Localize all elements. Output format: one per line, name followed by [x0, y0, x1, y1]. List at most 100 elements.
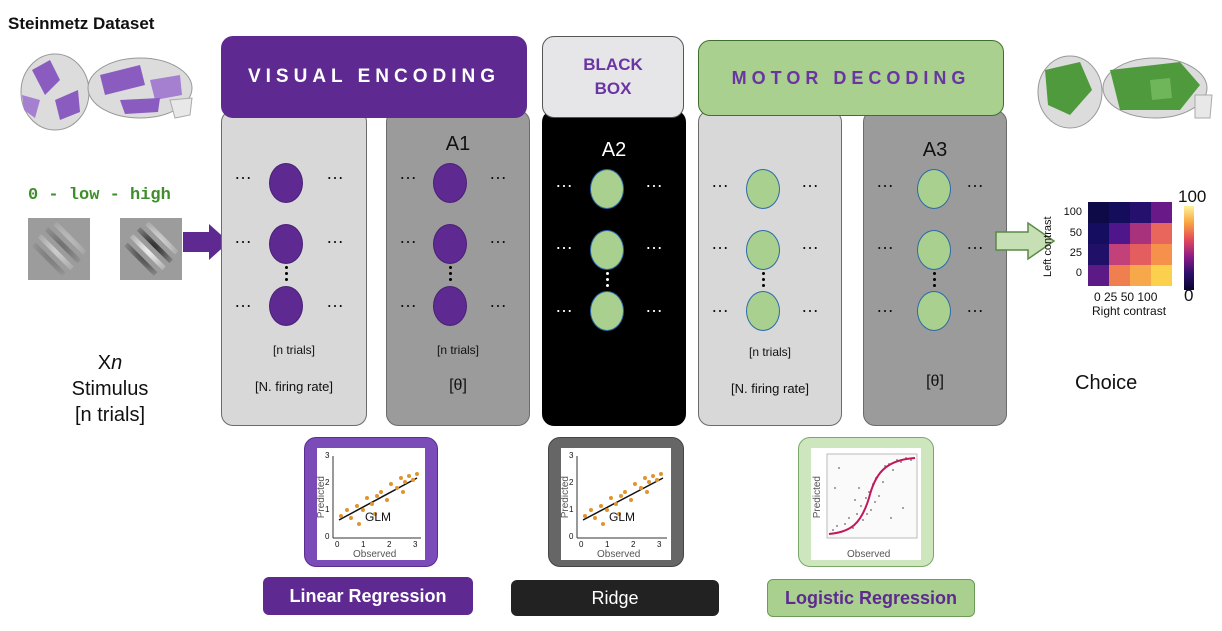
ellipsis: … [876, 296, 894, 316]
panel-measure: [θ] [449, 377, 467, 394]
vertical-ellipsis [933, 269, 937, 290]
neuron-node [746, 291, 780, 331]
ellipsis: … [645, 233, 663, 253]
panel-layer-label: A1 [445, 133, 471, 155]
header-black-line2: BOX [594, 79, 632, 98]
neuron-node [269, 163, 303, 203]
ellipsis: … [234, 163, 252, 183]
ellipsis: … [555, 233, 573, 253]
ellipsis: … [711, 233, 729, 253]
xtick: 0 [579, 540, 584, 549]
logistic-plot [826, 453, 918, 539]
ellipsis: … [876, 171, 894, 191]
plot-xlabel: Observed [353, 549, 397, 560]
contrast-label: 0 - low - high [28, 186, 171, 205]
ellipsis: … [645, 296, 663, 316]
ellipsis: … [399, 227, 417, 247]
xtick: 3 [413, 540, 418, 549]
ellipsis: … [399, 163, 417, 183]
neuron-node [917, 169, 951, 209]
gabor-high-image [120, 218, 182, 280]
ellipsis: … [555, 296, 573, 316]
panel-trials: [n trials] [436, 343, 479, 357]
stimulus-block: Xn Stimulus [n trials] [40, 350, 180, 428]
panel-layer-label: A2 [601, 139, 627, 161]
header-motor-decoding: MOTOR DECODING [698, 40, 1004, 116]
ellipsis: … [489, 163, 507, 183]
neuron-node [269, 286, 303, 326]
neuron-node [917, 291, 951, 331]
ellipsis: … [234, 291, 252, 311]
neuron-node [269, 224, 303, 264]
ellipsis: … [489, 227, 507, 247]
plot-xlabel: Observed [597, 549, 641, 560]
ellipsis: … [326, 291, 344, 311]
plot-card-linear: 3 2 1 0 0 1 2 3 GLM Observed Predicted [304, 437, 438, 567]
ellipsis: … [555, 171, 573, 191]
ellipsis: … [801, 171, 819, 191]
vertical-ellipsis [762, 269, 766, 290]
plot-ylabel: Predicted [812, 476, 823, 519]
glm-label: GLM [365, 510, 392, 524]
panel-motor-input: … … … … … … [n trials] [N. firing rate] [698, 110, 842, 426]
plot-area: 3 2 1 0 0 1 2 3 GLM Observed Predicted [316, 448, 425, 560]
heatmap-ylabel: Left contrast [1042, 216, 1054, 278]
ellipsis: … [711, 296, 729, 316]
neuron-node [746, 230, 780, 270]
plot-ylabel: Predicted [560, 476, 571, 519]
logistic-regression-label: Logistic Regression [767, 579, 975, 617]
neuron-node [590, 169, 624, 209]
panel-visual-input: … … … … … … [n trials] [N. firing rate] [221, 110, 367, 426]
vertical-ellipsis [285, 263, 289, 284]
xtick: 1 [361, 540, 366, 549]
plot-area: 3 2 1 0 0 1 2 3 GLM Observed Predicted [560, 448, 671, 560]
neuron-node [590, 230, 624, 270]
linear-regression-label: Linear Regression [263, 577, 473, 615]
header-visual-encoding: VISUAL ENCODING [221, 36, 527, 118]
xtick: 1 [605, 540, 610, 549]
ellipsis: … [876, 233, 894, 253]
choice-label: Choice [1075, 372, 1138, 394]
brain-visual-image [20, 53, 193, 131]
ytick: 3 [569, 451, 574, 460]
xtick: 3 [657, 540, 662, 549]
ytick: 1 [325, 505, 330, 514]
glm-scatter-plot [576, 456, 667, 539]
choice-heatmap: Left contrast 100 50 25 0 0 25 50 100 Ri… [1042, 187, 1216, 332]
vertical-ellipsis [449, 263, 453, 284]
ellipsis: … [645, 171, 663, 191]
ellipsis: … [399, 291, 417, 311]
ellipsis: … [326, 163, 344, 183]
stimulus-trials: [n trials] [74, 404, 146, 426]
panel-measure: [N. firing rate] [254, 379, 334, 394]
plot-card-ridge: 3 2 1 0 0 1 2 3 GLM Observed Predicted [548, 437, 684, 567]
heatmap-ytick: 100 [1063, 206, 1082, 218]
ytick: 1 [569, 505, 574, 514]
header-black-box: BLACK BOX [542, 36, 684, 118]
header-black-line1: BLACK [583, 55, 643, 74]
ytick: 2 [569, 478, 574, 487]
neuron-node [746, 169, 780, 209]
panel-trials: [n trials] [748, 345, 791, 359]
heatmap-xticks: 0 25 50 100 [1094, 290, 1158, 304]
glm-label: GLM [609, 510, 636, 524]
ridge-label: Ridge [511, 580, 719, 616]
ellipsis: … [326, 227, 344, 247]
colorbar-max: 100 [1178, 187, 1207, 206]
panel-measure: [N. firing rate] [730, 381, 810, 396]
heatmap-xlabel: Right contrast [1092, 304, 1167, 318]
plot-area: Observed Predicted [811, 448, 921, 560]
panel-layer-label: A3 [922, 139, 948, 161]
input-arrow-icon [183, 224, 229, 260]
panel-a1: A1 … … … … … … [n trials] [θ] [386, 110, 530, 426]
stimulus-label: Stimulus [71, 378, 149, 400]
neuron-node [433, 286, 467, 326]
gabor-low-image [28, 218, 90, 280]
output-arrow-icon [995, 221, 1056, 261]
plot-ylabel: Predicted [316, 476, 327, 519]
panel-a2: A2 … … … … … … [542, 110, 686, 426]
ytick: 3 [325, 451, 330, 460]
brain-motor-image [1037, 55, 1213, 129]
ellipsis: … [489, 291, 507, 311]
heatmap-ytick: 0 [1075, 267, 1082, 279]
